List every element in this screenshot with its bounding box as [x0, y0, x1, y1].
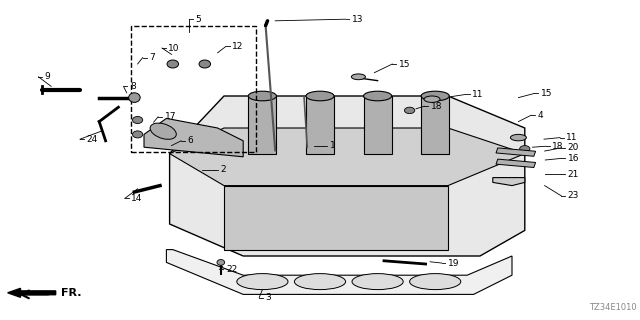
Polygon shape	[166, 250, 512, 294]
Bar	[364, 96, 392, 154]
Bar	[421, 96, 449, 154]
Text: 22: 22	[226, 265, 237, 274]
Ellipse shape	[217, 260, 225, 265]
Ellipse shape	[129, 93, 140, 102]
Text: 4: 4	[538, 111, 543, 120]
Ellipse shape	[248, 91, 276, 101]
Text: 12: 12	[232, 42, 244, 51]
Bar	[131, 26, 256, 152]
Text: 7: 7	[149, 53, 155, 62]
Text: 17: 17	[164, 112, 176, 121]
Ellipse shape	[132, 116, 143, 124]
Text: 11: 11	[566, 133, 578, 142]
Polygon shape	[170, 128, 525, 186]
Text: 3: 3	[266, 293, 271, 302]
Text: 23: 23	[568, 191, 579, 200]
Text: 19: 19	[448, 259, 460, 268]
Text: TZ34E1010: TZ34E1010	[589, 303, 637, 312]
Bar	[306, 96, 334, 154]
Text: 20: 20	[568, 143, 579, 152]
Text: 16: 16	[568, 154, 579, 163]
Bar	[496, 159, 536, 167]
Ellipse shape	[511, 134, 527, 141]
FancyArrow shape	[8, 288, 56, 297]
Text: 18: 18	[552, 142, 564, 151]
Text: 18: 18	[431, 102, 442, 111]
Text: 15: 15	[541, 89, 552, 98]
Text: 10: 10	[168, 44, 180, 52]
Ellipse shape	[167, 60, 179, 68]
Ellipse shape	[132, 131, 143, 138]
Text: 11: 11	[472, 90, 484, 99]
Ellipse shape	[424, 96, 440, 102]
Text: 24: 24	[86, 135, 98, 144]
Text: 9: 9	[45, 72, 51, 81]
Ellipse shape	[404, 107, 415, 114]
Ellipse shape	[352, 274, 403, 290]
Ellipse shape	[410, 274, 461, 290]
Bar	[496, 148, 536, 156]
Polygon shape	[144, 118, 243, 157]
Text: 15: 15	[399, 60, 410, 68]
Ellipse shape	[351, 74, 365, 80]
Text: 21: 21	[568, 170, 579, 179]
Polygon shape	[493, 178, 525, 186]
Ellipse shape	[294, 274, 346, 290]
Text: 6: 6	[188, 136, 193, 145]
Text: 2: 2	[221, 165, 227, 174]
Bar	[248, 96, 276, 154]
Polygon shape	[224, 186, 448, 250]
Text: FR.: FR.	[61, 288, 81, 298]
Text: 14: 14	[131, 194, 143, 203]
Polygon shape	[170, 96, 525, 256]
Text: 5: 5	[195, 15, 201, 24]
Text: 1: 1	[330, 141, 335, 150]
Ellipse shape	[237, 274, 288, 290]
Ellipse shape	[199, 60, 211, 68]
Ellipse shape	[150, 123, 176, 139]
Ellipse shape	[520, 146, 530, 152]
Ellipse shape	[306, 91, 334, 101]
Text: 8: 8	[130, 82, 136, 91]
Ellipse shape	[364, 91, 392, 101]
Ellipse shape	[421, 91, 449, 101]
Text: 13: 13	[352, 15, 364, 24]
